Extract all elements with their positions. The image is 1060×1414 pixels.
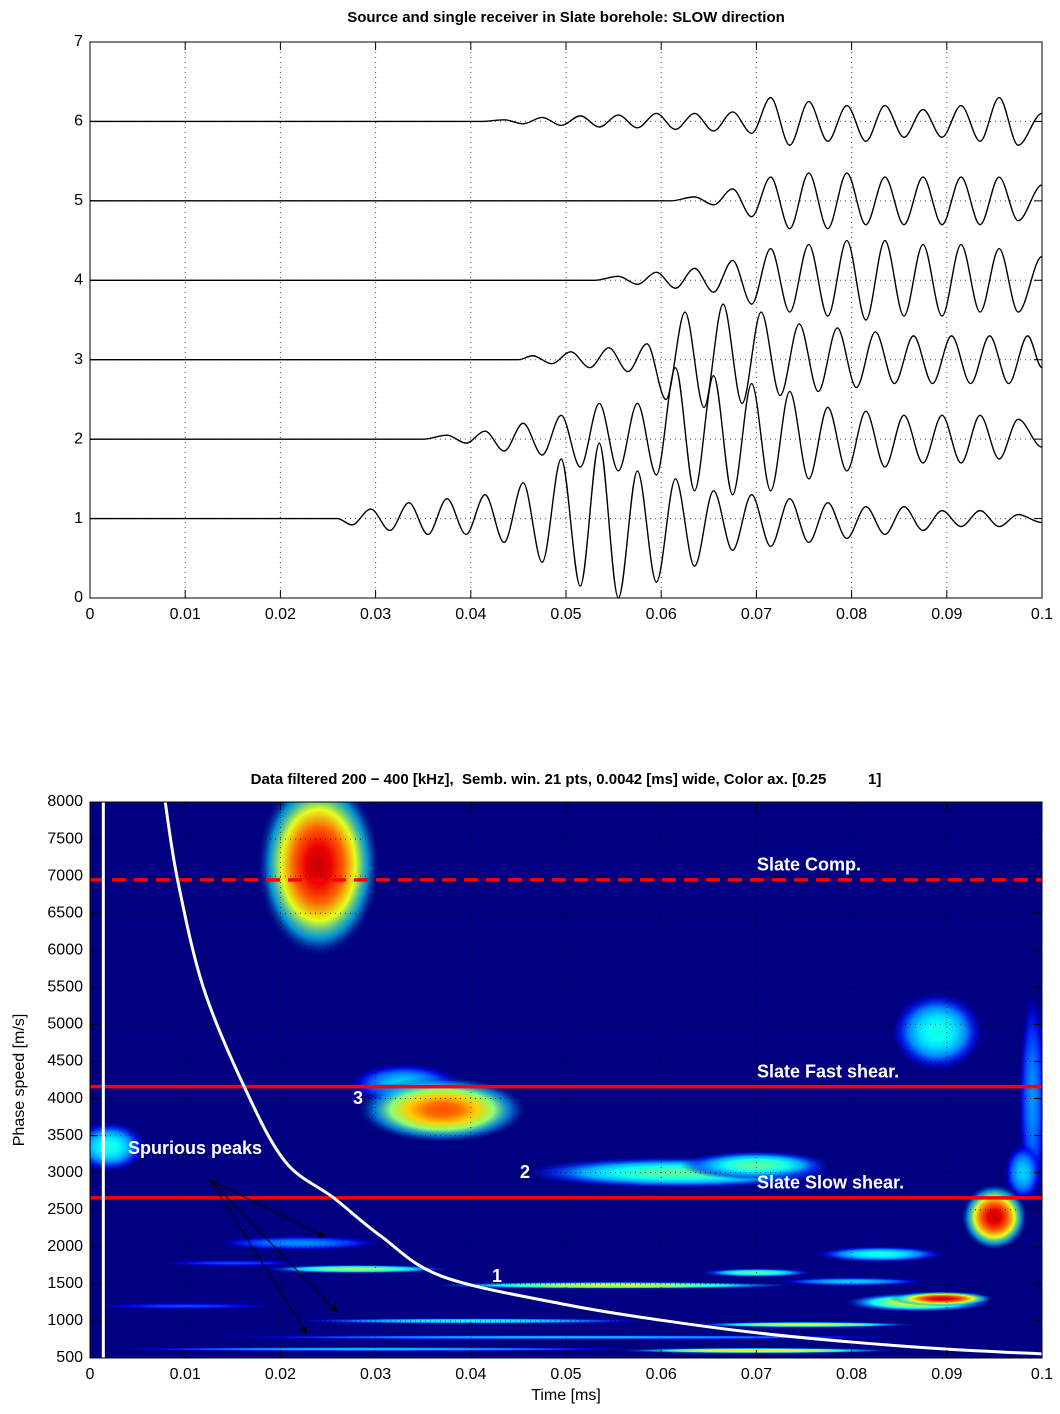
- semblance-peak: [1003, 1143, 1042, 1203]
- x-tick-label: 0.01: [170, 606, 201, 623]
- semblance-peak: [889, 991, 985, 1073]
- semblance-peak: [261, 1264, 452, 1274]
- semblance-peak: [689, 1321, 919, 1328]
- y-tick-label: 4000: [47, 1090, 83, 1107]
- y-tick-label: 7500: [47, 830, 83, 847]
- x-tick-label: 0.06: [646, 606, 677, 623]
- x-tick-label: 0: [86, 606, 95, 623]
- y-tick-label: 1000: [47, 1312, 83, 1329]
- semblance-peak: [90, 1346, 662, 1352]
- y-tick-label: 7000: [47, 867, 83, 884]
- y-tick-label: 7: [74, 33, 83, 50]
- semblance-peak: [213, 1235, 386, 1251]
- y-tick-label: 5500: [47, 979, 83, 996]
- x-tick-label: 0.05: [550, 1366, 581, 1383]
- x-tick-label: 0.06: [646, 1366, 677, 1383]
- y-tick-label: 6000: [47, 941, 83, 958]
- x-tick-label: 0.08: [836, 606, 867, 623]
- annotation: 3: [353, 1088, 363, 1108]
- reference-label: Slate Comp.: [757, 855, 861, 875]
- trace: [163, 802, 1042, 1356]
- plot-area: [90, 42, 1042, 598]
- y-tick-label: 1: [74, 510, 83, 527]
- chart-title: Data filtered 200 − 400 [kHz], Semb. win…: [251, 771, 882, 788]
- semblance-peak: [813, 1246, 947, 1263]
- y-tick-label: 4500: [47, 1053, 83, 1070]
- y-tick-label: 0: [74, 589, 83, 606]
- trace: [90, 172, 1042, 230]
- x-tick-label: 0.01: [170, 1366, 201, 1383]
- x-tick-label: 0.08: [836, 1366, 867, 1383]
- semblance-peak: [775, 1277, 928, 1287]
- y-tick-label: 3000: [47, 1164, 83, 1181]
- semblance-peak: [889, 1291, 995, 1307]
- y-tick-label: 4: [74, 272, 83, 289]
- axes-frame: [89, 41, 1043, 599]
- y-tick-label: 5000: [47, 1016, 83, 1033]
- y-tick-label: 3: [74, 351, 83, 368]
- trace: [90, 366, 1042, 496]
- x-tick-label: 0.04: [455, 606, 486, 623]
- y-tick-label: 2000: [47, 1238, 83, 1255]
- annotation-arrow: [209, 1179, 308, 1335]
- x-tick-label: 0.1: [1031, 1366, 1053, 1383]
- x-tick-label: 0.1: [1031, 606, 1053, 623]
- semblance-peak: [680, 1150, 833, 1181]
- plot-area: Slate Comp. Slate Fast shear. Slate Slow s…: [90, 802, 1042, 1358]
- x-axis-label: Time [ms]: [531, 1387, 601, 1404]
- y-tick-label: 500: [56, 1349, 83, 1366]
- reference-label: Slate Slow shear.: [757, 1173, 904, 1193]
- x-tick-label: 0.09: [931, 1366, 962, 1383]
- x-tick-label: 0.03: [360, 1366, 391, 1383]
- heatmap-background: [90, 802, 1042, 1358]
- y-tick-label: 3500: [47, 1127, 83, 1144]
- annotation: 2: [520, 1162, 530, 1182]
- trace: [90, 303, 1042, 409]
- x-tick-label: 0.04: [455, 1366, 486, 1383]
- semblance-peak: [423, 1281, 804, 1290]
- annotation: 1: [492, 1266, 502, 1286]
- trace: [90, 96, 1042, 146]
- semblance-peak: [256, 802, 381, 958]
- y-axis-label: Phase speed [m/s]: [11, 1014, 28, 1147]
- chart-title: Source and single receiver in Slate bore…: [347, 9, 785, 26]
- x-tick-label: 0.05: [550, 606, 581, 623]
- x-tick-label: 0.09: [931, 606, 962, 623]
- y-tick-label: 6500: [47, 904, 83, 921]
- x-tick-label: 0.02: [265, 606, 296, 623]
- y-tick-label: 6: [74, 113, 83, 130]
- trace: [90, 442, 1042, 598]
- x-tick-label: 0.07: [741, 1366, 772, 1383]
- x-tick-label: 0: [86, 1366, 95, 1383]
- annotation-arrow: [209, 1179, 338, 1313]
- y-tick-label: 5: [74, 192, 83, 209]
- x-tick-label: 0.02: [265, 1366, 296, 1383]
- semblance-peak: [961, 1183, 1028, 1251]
- x-tick-label: 0.03: [360, 606, 391, 623]
- x-tick-label: 0.07: [741, 606, 772, 623]
- reference-label: Slate Fast shear.: [757, 1061, 899, 1081]
- y-tick-label: 1500: [47, 1275, 83, 1292]
- semblance-peak: [356, 1076, 528, 1144]
- trace: [90, 239, 1042, 321]
- annotation-arrow: [209, 1179, 326, 1238]
- semblance-peak: [156, 1260, 309, 1267]
- annotation: Spurious peaks: [128, 1138, 262, 1158]
- y-tick-label: 2: [74, 430, 83, 447]
- semblance-peak: [90, 1303, 281, 1310]
- y-tick-label: 2500: [47, 1201, 83, 1218]
- y-tick-label: 8000: [47, 793, 83, 810]
